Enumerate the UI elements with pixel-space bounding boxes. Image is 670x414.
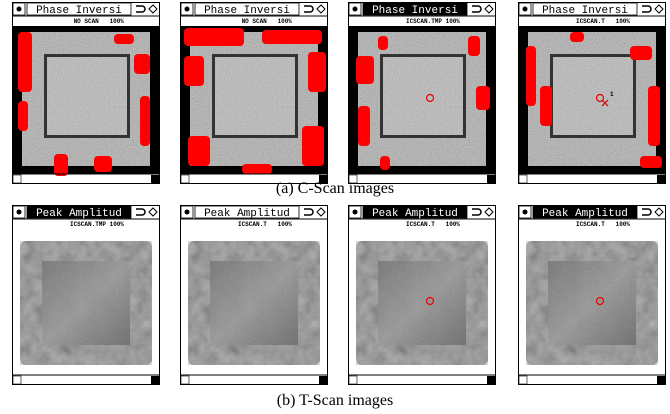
status-text: NO SCAN 100% bbox=[74, 18, 125, 25]
figure: Phase InversiNO SCAN 100%Phase InversiNO… bbox=[0, 0, 670, 414]
defect-region bbox=[18, 101, 28, 131]
scan-window: Peak AmplitudICSCAN.T 100% bbox=[518, 206, 666, 385]
scroll-left bbox=[181, 175, 189, 183]
grow-box bbox=[487, 376, 495, 384]
close-dot bbox=[523, 210, 528, 215]
defect-region bbox=[94, 156, 112, 172]
status-text: ICSCAN.T 100% bbox=[576, 18, 630, 25]
defect-region bbox=[302, 126, 324, 166]
window-title: Peak Amplitud bbox=[36, 208, 122, 220]
scan-square-texture bbox=[42, 261, 130, 345]
defect-region bbox=[476, 86, 490, 110]
grow-box bbox=[151, 376, 159, 384]
defect-region bbox=[358, 106, 370, 146]
grow-box bbox=[151, 175, 159, 183]
defect-region bbox=[18, 32, 32, 92]
window-title: Peak Amplitud bbox=[542, 208, 628, 220]
defect-region bbox=[134, 54, 150, 74]
defect-region bbox=[114, 34, 134, 44]
defect-region bbox=[540, 86, 552, 126]
scroll-left bbox=[13, 175, 21, 183]
scan-square-texture bbox=[383, 57, 463, 135]
defect-region bbox=[468, 36, 480, 56]
window-title: Phase Inversi bbox=[36, 5, 122, 17]
scan-square-texture bbox=[553, 57, 633, 135]
close-dot bbox=[523, 7, 528, 12]
status-text: ICSCAN.T 100% bbox=[576, 221, 630, 228]
status-text: ICSCAN.T 100% bbox=[238, 221, 292, 228]
cursor-label: 1 bbox=[610, 91, 614, 98]
scroll-left bbox=[349, 376, 357, 384]
defect-region bbox=[380, 156, 390, 170]
defect-region bbox=[242, 164, 272, 174]
scroll-left bbox=[181, 376, 189, 384]
scroll-left bbox=[519, 175, 527, 183]
defect-region bbox=[184, 56, 204, 86]
grow-box bbox=[657, 376, 665, 384]
defect-region bbox=[570, 32, 584, 42]
window-title: Peak Amplitud bbox=[204, 208, 290, 220]
close-dot bbox=[17, 210, 22, 215]
defect-region bbox=[648, 86, 660, 146]
defect-region bbox=[640, 156, 662, 168]
defect-region bbox=[184, 28, 244, 46]
window-title: Phase Inversi bbox=[372, 5, 458, 17]
scan-square-texture bbox=[47, 57, 127, 135]
defect-region bbox=[526, 46, 536, 106]
defect-region bbox=[140, 96, 150, 146]
grow-box bbox=[487, 175, 495, 183]
defect-region bbox=[54, 154, 68, 176]
defect-region bbox=[630, 46, 652, 60]
scan-square-texture bbox=[210, 261, 298, 345]
defect-region bbox=[262, 30, 322, 44]
close-dot bbox=[353, 7, 358, 12]
scan-square-texture bbox=[548, 261, 636, 345]
close-dot bbox=[17, 7, 22, 12]
defect-region bbox=[356, 56, 374, 84]
status-text: NO SCAN 100% bbox=[242, 18, 293, 25]
status-text: ICSCAN.T 100% bbox=[406, 221, 460, 228]
close-dot bbox=[185, 7, 190, 12]
defect-region bbox=[378, 36, 388, 50]
grow-box bbox=[657, 175, 665, 183]
status-text: ICSCAN.TMP 100% bbox=[406, 18, 460, 25]
scan-square-texture bbox=[215, 57, 295, 135]
scroll-left bbox=[519, 376, 527, 384]
close-dot bbox=[185, 210, 190, 215]
defect-region bbox=[308, 52, 326, 92]
scroll-left bbox=[13, 376, 21, 384]
window-title: Phase Inversi bbox=[204, 5, 290, 17]
scan-square-texture bbox=[378, 261, 466, 345]
grow-box bbox=[319, 376, 327, 384]
status-text: ICSCAN.TMP 100% bbox=[70, 221, 124, 228]
close-dot bbox=[353, 210, 358, 215]
caption: (b) T-Scan images bbox=[277, 392, 393, 409]
window-title: Phase Inversi bbox=[542, 5, 628, 17]
window-title: Peak Amplitud bbox=[372, 208, 458, 220]
caption: (a) C-Scan images bbox=[276, 180, 394, 197]
defect-region bbox=[188, 136, 210, 166]
